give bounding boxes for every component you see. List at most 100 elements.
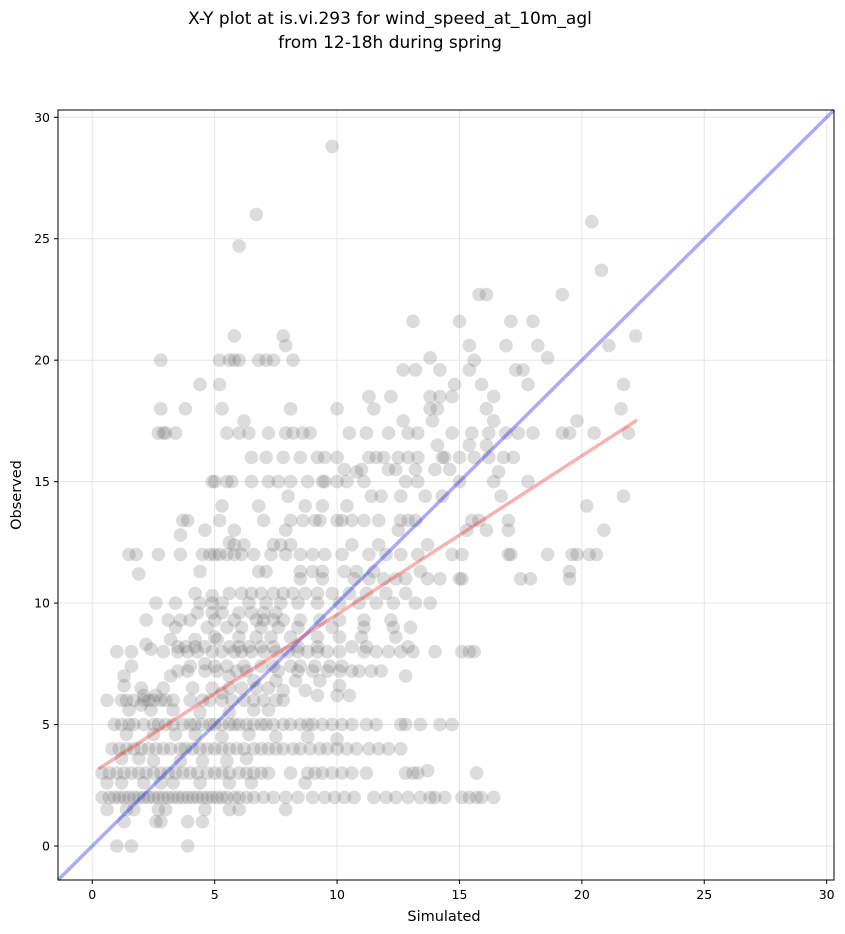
scatter-point (467, 353, 482, 368)
scatter-point (345, 538, 359, 552)
scatter-point (570, 547, 584, 562)
scatter-point (185, 790, 200, 805)
scatter-point (154, 693, 168, 708)
scatter-point (256, 790, 271, 805)
scatter-point (188, 632, 202, 647)
scatter-point (110, 644, 124, 659)
scatter-point (163, 742, 178, 756)
scatter-point (198, 657, 212, 671)
scatter-point (200, 790, 215, 805)
scatter-point (589, 547, 604, 562)
scatter-point (276, 613, 291, 627)
scatter-point (222, 766, 237, 780)
scatter-point (185, 681, 200, 695)
scatter-point (384, 389, 398, 404)
scatter-point (460, 523, 474, 537)
scatter-point (420, 763, 435, 778)
scatter-point (261, 681, 276, 695)
scatter-point (180, 839, 195, 853)
scatter-point (242, 596, 256, 610)
scatter-point (452, 572, 467, 586)
scatter-point (190, 606, 205, 620)
scatter-point (494, 489, 508, 504)
scatter-point (332, 644, 347, 659)
scatter-point (220, 754, 234, 768)
scatter-point (310, 596, 325, 610)
scatter-point (122, 790, 136, 805)
scatter-point (342, 426, 357, 440)
scatter-point (425, 414, 440, 428)
scatter-point (144, 703, 158, 717)
scatter-point (207, 474, 222, 489)
scatter-point (249, 613, 264, 627)
scatter-point (222, 586, 237, 601)
scatter-point (435, 489, 450, 504)
scatter-point (239, 751, 254, 766)
scatter-point (215, 402, 229, 416)
scatter-point (315, 572, 330, 586)
scatter-point (222, 535, 237, 550)
x-tick-label: 15 (452, 887, 468, 902)
scatter-point (127, 717, 141, 732)
scatter-point (474, 377, 489, 392)
scatter-point (408, 596, 423, 610)
scatter-point (203, 717, 217, 732)
scatter-point (215, 790, 229, 805)
scatter-point (447, 377, 462, 392)
scatter-point (283, 717, 298, 732)
scatter-point (203, 693, 217, 708)
x-tick-label: 0 (88, 887, 96, 902)
scatter-point (239, 664, 254, 678)
scatter-point (198, 640, 212, 654)
scatter-point (249, 681, 264, 695)
scatter-point (371, 742, 386, 756)
scatter-point (156, 426, 171, 440)
scatter-point (330, 402, 344, 416)
scatter-point (212, 513, 227, 528)
scatter-point (452, 450, 467, 465)
scatter-point (215, 729, 229, 744)
scatter-point (389, 630, 403, 644)
scatter-point (254, 640, 268, 654)
scatter-point (171, 644, 185, 659)
scatter-point (222, 669, 237, 683)
scatter-point (176, 790, 190, 805)
scatter-point (190, 790, 205, 805)
scatter-point (332, 678, 347, 693)
scatter-point (136, 693, 151, 708)
chart-title-line-1: X-Y plot at is.vi.293 for wind_speed_at_… (188, 9, 592, 29)
scatter-point (210, 790, 224, 805)
scatter-point (198, 802, 212, 817)
y-tick-label: 15 (34, 474, 50, 489)
scatter-point (332, 596, 347, 610)
scatter-point (413, 564, 428, 579)
scatter-point (195, 547, 210, 562)
y-tick-label: 5 (42, 717, 50, 732)
scatter-point (406, 644, 420, 659)
scatter-point (433, 363, 447, 377)
scatter-point (195, 814, 210, 829)
scatter-point (222, 802, 237, 817)
scatter-point (276, 693, 291, 708)
scatter-point (462, 644, 477, 659)
scatter-point (330, 474, 344, 489)
scatter-point (521, 377, 535, 392)
scatter-point (340, 474, 354, 489)
scatter-point (523, 572, 538, 586)
scatter-point (298, 499, 313, 513)
scatter-point (359, 586, 374, 601)
x-tick-label: 30 (819, 887, 835, 902)
scatter-point (300, 717, 315, 732)
scatter-point (313, 742, 327, 756)
scatter-point (374, 489, 388, 504)
scatter-point (176, 513, 190, 528)
scatter-point (122, 703, 136, 717)
scatter-point (266, 613, 281, 627)
scatter-point (278, 802, 293, 817)
scatter-point (298, 586, 313, 601)
scatter-point (173, 754, 188, 768)
scatter-point (369, 717, 384, 732)
scatter-point (261, 766, 276, 780)
scatter-point (154, 353, 168, 368)
scatter-point (158, 802, 173, 817)
